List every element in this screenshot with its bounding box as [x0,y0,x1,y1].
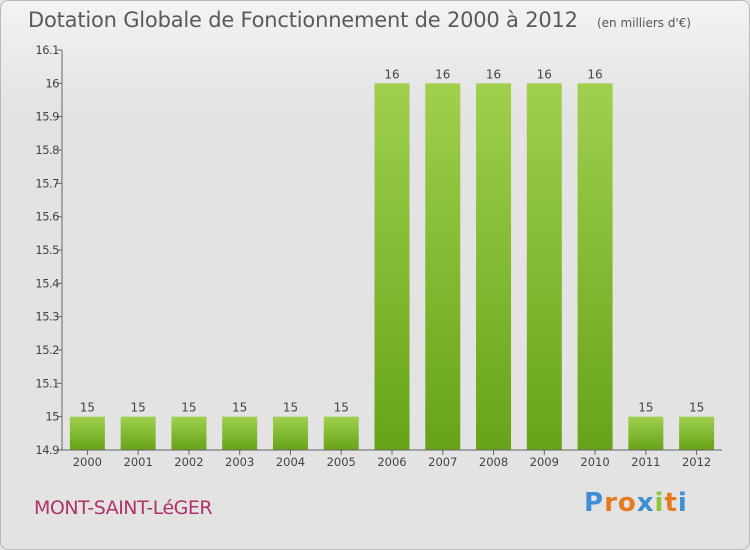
y-tick-label-15.2: 15.2 [35,343,59,357]
bar-2006 [374,83,410,450]
x-tick-label-2005: 2005 [327,455,356,469]
bar-2012 [679,416,715,450]
data-label-2001: 15 [131,401,146,415]
y-tick-label-15.8: 15.8 [35,143,59,157]
x-tick-label-2009: 2009 [530,455,559,469]
data-label-2011: 15 [638,401,653,415]
data-label-2002: 15 [181,401,196,415]
bar-2003 [222,416,258,450]
x-tick-label-2002: 2002 [174,455,203,469]
x-tick-label-2011: 2011 [631,455,660,469]
x-tick-label-2006: 2006 [377,455,406,469]
x-tick-label-2010: 2010 [580,455,609,469]
x-tick-label-2007: 2007 [428,455,457,469]
bar-2002 [171,416,207,450]
title-row: Dotation Globale de Fonctionnement de 20… [28,8,691,32]
data-label-2003: 15 [232,401,247,415]
data-label-2004: 15 [283,401,298,415]
y-tick-label-15.1: 15.1 [35,376,59,390]
logo-letter: i [677,488,688,518]
bar-2010 [577,83,613,450]
data-label-2007: 16 [435,67,450,81]
logo-letter: x [636,488,655,518]
data-label-2012: 15 [689,401,704,415]
data-label-2008: 16 [486,67,501,81]
y-tick-label-15.9: 15.9 [35,110,59,124]
y-tick-label-15.6: 15.6 [35,210,59,224]
y-tick-label-16.1: 16.1 [35,43,59,57]
bar-2007 [425,83,461,450]
data-label-2000: 15 [80,401,95,415]
y-tick-label-15.4: 15.4 [35,276,59,290]
proxiti-logo[interactable]: Proxiti [584,488,688,518]
x-tick-label-2001: 2001 [124,455,153,469]
bar-2009 [526,83,562,450]
y-tick-label-16: 16 [45,76,59,90]
bar-2000 [69,416,105,450]
logo-letter: o [617,488,637,518]
x-tick-label-2000: 2000 [73,455,102,469]
logo-letter: r [604,488,618,518]
y-tick-label-15.7: 15.7 [35,176,59,190]
y-tick-label-14.9: 14.9 [35,443,59,457]
x-tick-label-2003: 2003 [225,455,254,469]
x-tick-label-2012: 2012 [682,455,711,469]
bar-2001 [120,416,156,450]
logo-letter: t [664,488,678,518]
y-tick-label-15.3: 15.3 [35,310,59,324]
data-label-2005: 15 [334,401,349,415]
bar-2011 [628,416,664,450]
x-tick-label-2004: 2004 [276,455,305,469]
y-tick-label-15.5: 15.5 [35,243,59,257]
data-label-2009: 16 [537,67,552,81]
y-tick-label-15: 15 [45,410,59,424]
data-label-2010: 16 [587,67,602,81]
commune-name: MONT-SAINT-LéGER [34,497,213,519]
bar-2008 [476,83,512,450]
bar-2005 [323,416,359,450]
x-tick-label-2008: 2008 [479,455,508,469]
chart-units: (en milliers d'€) [596,16,692,30]
logo-letter: i [654,488,665,518]
data-label-2006: 16 [384,67,399,81]
logo-letter: P [584,488,605,518]
chart-title: Dotation Globale de Fonctionnement de 20… [28,8,578,32]
bar-2004 [272,416,308,450]
